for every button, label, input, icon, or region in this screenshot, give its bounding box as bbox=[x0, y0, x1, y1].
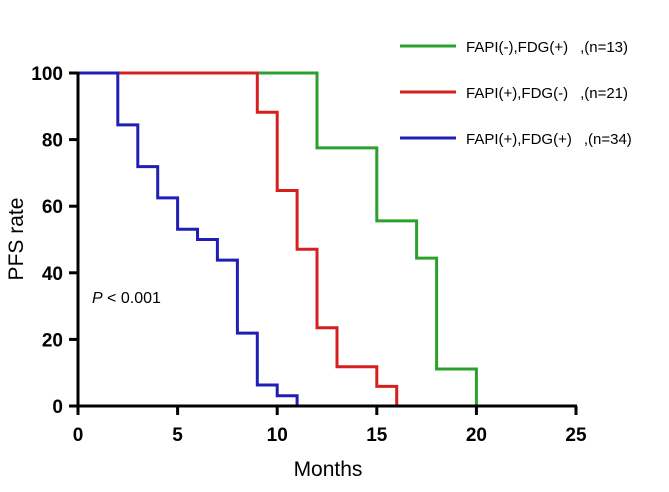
y-tick-label: 20 bbox=[42, 330, 63, 351]
x-tick-label: 5 bbox=[172, 425, 183, 446]
ticks-layer: 0 5 10 15 20 25 0 20 40 60 80 100 bbox=[31, 64, 587, 446]
legend: FAPI(-),FDG(+) ,(n=13) FAPI(+),FDG(-) ,(n=2… bbox=[400, 39, 632, 148]
series-line-1 bbox=[78, 71, 478, 406]
y-tick-label: 40 bbox=[42, 264, 63, 285]
y-axis-title: PFS rate bbox=[5, 198, 28, 281]
y-tick-label: 60 bbox=[42, 197, 63, 218]
legend-label-3: FAPI(+),FDG(+) ,(n=34) bbox=[466, 131, 632, 148]
p-value-annotation: P < 0.001 bbox=[92, 290, 161, 307]
x-tick-label: 25 bbox=[565, 425, 587, 446]
p-value-text: < 0.001 bbox=[103, 290, 161, 307]
series-line-3 bbox=[78, 71, 299, 406]
x-tick-label: 15 bbox=[366, 425, 388, 446]
series-line-2 bbox=[78, 71, 399, 406]
y-tick-label: 80 bbox=[42, 131, 63, 152]
p-value-symbol: P bbox=[92, 290, 103, 307]
x-tick-label: 0 bbox=[73, 425, 84, 446]
x-tick-label: 10 bbox=[267, 425, 288, 446]
axes-layer bbox=[76, 72, 577, 408]
legend-label-2: FAPI(+),FDG(-) ,(n=21) bbox=[466, 85, 628, 102]
y-tick-label: 0 bbox=[52, 397, 63, 418]
x-axis-title: Months bbox=[294, 458, 363, 481]
series-layer bbox=[78, 71, 478, 406]
y-tick-label: 100 bbox=[31, 64, 63, 85]
x-tick-label: 20 bbox=[466, 425, 487, 446]
legend-label-1: FAPI(-),FDG(+) ,(n=13) bbox=[466, 39, 628, 56]
